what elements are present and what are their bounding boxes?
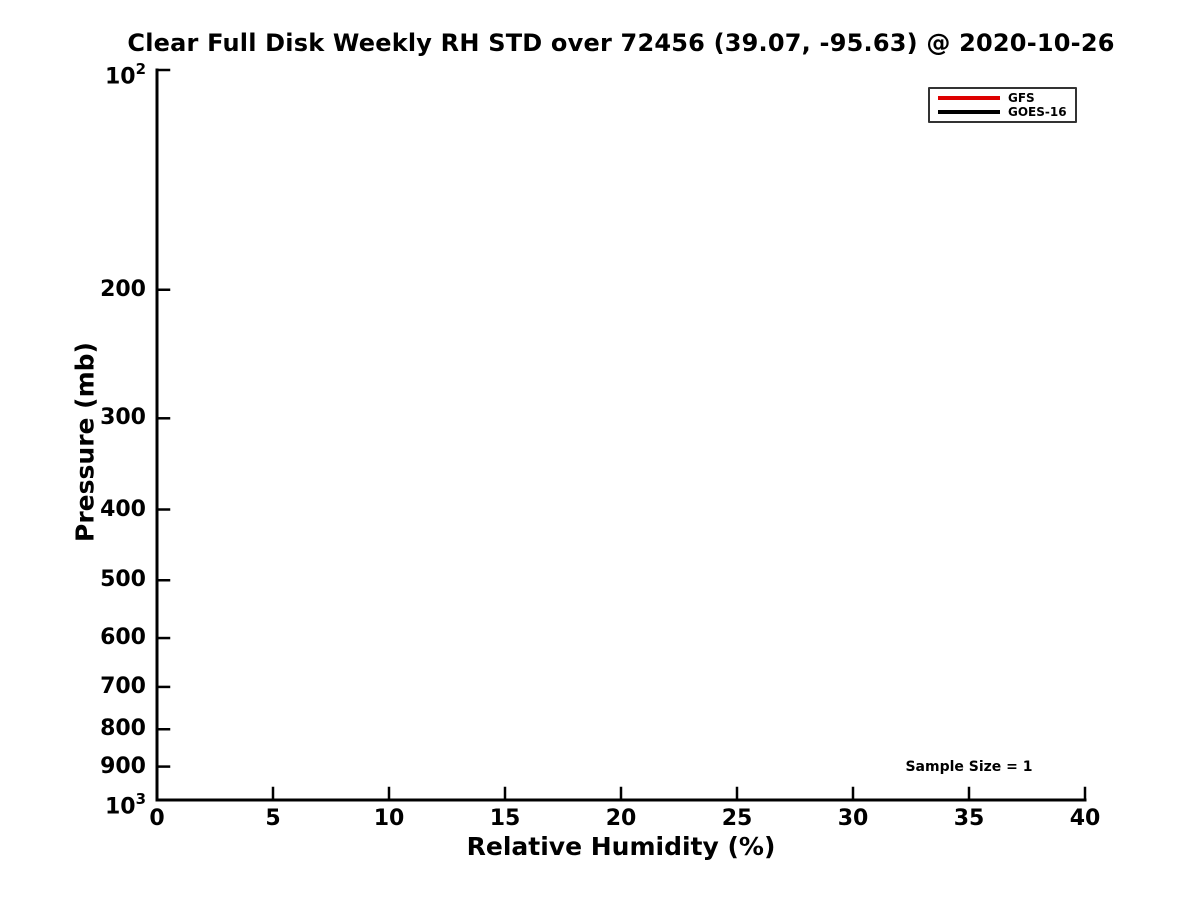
x-tick-label: 15 (489, 806, 521, 831)
x-axis-label: Relative Humidity (%) (466, 832, 776, 861)
legend-entry: GOES-16 (938, 106, 1067, 118)
x-tick-label: 0 (149, 806, 165, 831)
legend-line-sample (938, 96, 1000, 100)
y-tick-label: 900 (100, 753, 146, 779)
y-tick-label: 400 (100, 496, 146, 522)
y-tick-label: 800 (100, 716, 146, 742)
y-tick-label: 200 (100, 276, 146, 302)
y-axis-label: Pressure (mb) (70, 342, 100, 542)
y-tick-label: 600 (100, 625, 146, 651)
legend-label: GOES-16 (1008, 105, 1067, 119)
x-tick-label: 35 (953, 806, 985, 831)
exponent: 2 (135, 60, 146, 78)
y-tick-label: 102 (104, 60, 146, 90)
x-tick-label: 10 (373, 806, 405, 831)
y-tick-label: 103 (104, 790, 146, 820)
legend: GFS GOES-16 (928, 87, 1077, 123)
y-tick-label: 700 (100, 673, 146, 699)
y-tick-label: 300 (100, 405, 146, 431)
x-tick-label: 30 (837, 806, 869, 831)
x-tick-label: 5 (265, 806, 281, 831)
exponent: 3 (135, 790, 146, 808)
x-tick-label: 20 (605, 806, 637, 831)
sample-size-annotation: Sample Size = 1 (905, 758, 1033, 775)
legend-line-sample (938, 110, 1000, 114)
x-tick-label: 25 (721, 806, 753, 831)
legend-entry: GFS (938, 92, 1067, 104)
legend-label: GFS (1008, 91, 1035, 105)
chart-title: Clear Full Disk Weekly RH STD over 72456… (127, 29, 1115, 57)
x-tick-label: 40 (1069, 806, 1101, 831)
y-tick-label: 500 (100, 567, 146, 593)
